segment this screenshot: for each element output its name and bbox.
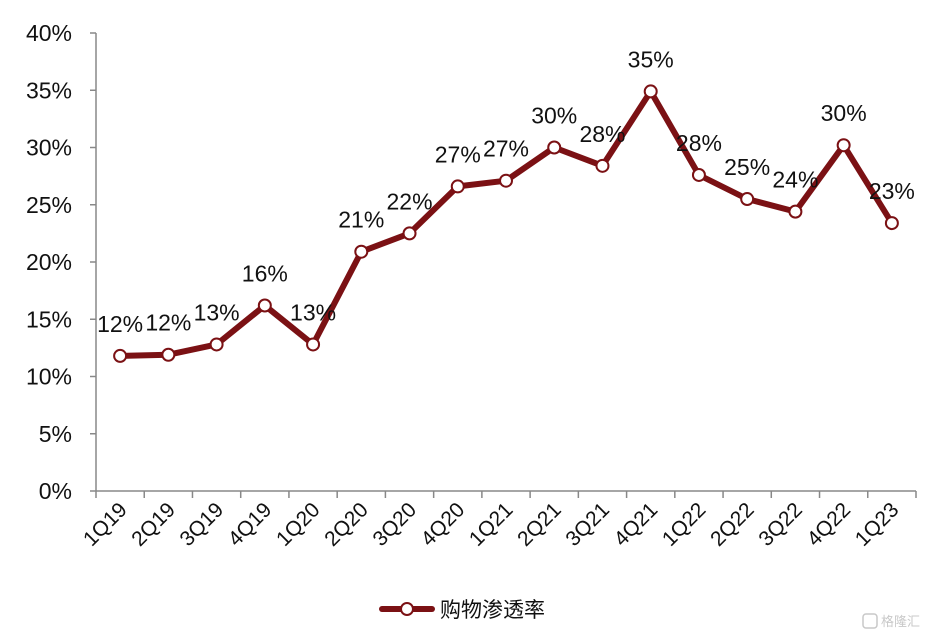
x-tick-label: 1Q23 — [851, 498, 904, 551]
data-point — [836, 138, 851, 153]
x-tick-label: 4Q19 — [224, 498, 277, 551]
legend-label: 购物渗透率 — [440, 599, 545, 622]
data-point — [643, 84, 658, 99]
y-tick-label: 35% — [26, 77, 72, 103]
data-label: 27% — [483, 136, 529, 162]
data-point — [354, 244, 369, 259]
watermark-text: 格隆汇 — [881, 614, 920, 629]
axes — [95, 33, 916, 492]
x-tick-label: 1Q20 — [272, 498, 325, 551]
data-point — [691, 167, 706, 182]
data-point — [547, 140, 562, 155]
x-tick-label: 2Q21 — [513, 498, 566, 551]
y-tick-label: 10% — [26, 364, 72, 390]
x-tick-label: 4Q22 — [803, 498, 856, 551]
data-label: 23% — [869, 178, 915, 204]
watermark: 格隆汇 — [862, 613, 920, 629]
data-label: 28% — [579, 121, 625, 147]
data-point — [450, 179, 465, 194]
x-tick-label: 4Q21 — [610, 498, 663, 551]
data-label: 27% — [435, 141, 481, 167]
x-tick-label: 1Q21 — [465, 498, 518, 551]
data-point — [161, 347, 176, 362]
x-tick-label: 3Q20 — [368, 498, 421, 551]
data-point — [499, 173, 513, 188]
y-axis-ticks: 0% 5% 10% 15% 20% 25% 30% 35% 40% — [26, 20, 96, 504]
data-label: 13% — [290, 299, 336, 325]
y-tick-label: 30% — [26, 135, 72, 161]
data-point — [257, 298, 272, 313]
data-point — [113, 348, 128, 363]
y-tick-label: 0% — [39, 478, 72, 504]
x-tick-label: 2Q19 — [127, 498, 180, 551]
data-point — [788, 204, 803, 219]
y-tick-label: 5% — [39, 421, 72, 447]
legend: 购物渗透率 — [379, 599, 545, 622]
gelonghui-logo-icon — [862, 613, 878, 629]
data-label: 28% — [676, 130, 722, 156]
x-tick-label: 3Q22 — [754, 498, 807, 551]
data-point — [306, 337, 321, 352]
x-tick-label: 1Q22 — [658, 498, 711, 551]
data-label: 30% — [821, 100, 867, 126]
data-point — [595, 158, 610, 173]
data-point — [402, 226, 417, 241]
data-label: 21% — [338, 207, 384, 233]
data-label: 25% — [724, 154, 770, 180]
data-point — [740, 192, 755, 207]
x-tick-label: 2Q20 — [320, 498, 373, 551]
data-label: 13% — [194, 299, 240, 325]
data-label: 22% — [387, 188, 433, 214]
y-tick-label: 25% — [26, 192, 72, 218]
x-tick-label: 3Q21 — [561, 498, 614, 551]
data-point — [209, 337, 224, 352]
y-tick-label: 15% — [26, 306, 72, 332]
data-label: 12% — [97, 311, 143, 337]
legend-swatch-marker — [400, 602, 414, 616]
x-axis-ticks: 1Q192Q193Q194Q191Q202Q203Q204Q201Q212Q21… — [79, 491, 917, 551]
data-label: 24% — [772, 167, 818, 193]
data-label: 35% — [628, 46, 674, 72]
x-tick-label: 2Q22 — [706, 498, 759, 551]
y-tick-label: 20% — [26, 249, 72, 275]
data-labels: 12% 12% 13%16%13%21%22%27% 27%30%28%35%28%2… — [97, 46, 915, 336]
data-label: 30% — [531, 103, 577, 129]
series-markers — [113, 84, 899, 363]
x-tick-label: 4Q20 — [417, 498, 470, 551]
data-label: 16% — [242, 261, 288, 287]
data-label: 12% — [145, 310, 191, 336]
data-point — [884, 216, 899, 231]
x-tick-label: 1Q19 — [79, 498, 132, 551]
y-tick-label: 40% — [26, 20, 72, 46]
x-tick-label: 3Q19 — [176, 498, 229, 551]
